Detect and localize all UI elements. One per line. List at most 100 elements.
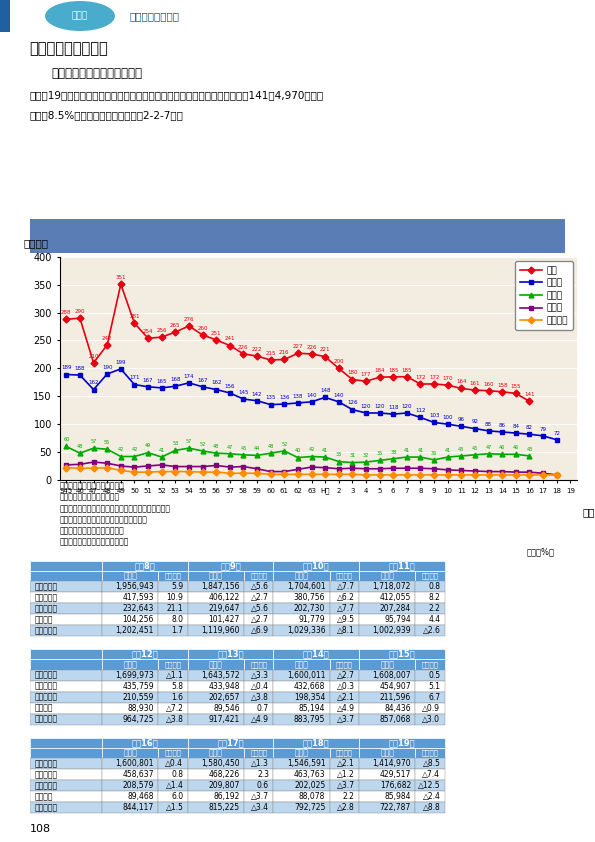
地方圏 [485,426,492,436]
全国 [117,279,124,289]
Text: 815,225: 815,225 [208,803,240,813]
Bar [158,615,188,626]
Text: 241: 241 [224,336,235,341]
全国 [403,371,411,381]
Text: 167: 167 [143,377,154,382]
Bar [244,748,274,758]
全国 [199,330,206,340]
Bar [102,561,188,571]
Text: 対前年比: 対前年比 [336,749,353,756]
Bar [415,703,445,714]
Text: △0.9: △0.9 [422,704,440,712]
名古屋圏 [512,470,519,480]
Text: 件　数: 件 数 [123,660,137,669]
Text: 95,794: 95,794 [384,616,411,624]
Text: 72: 72 [553,430,560,435]
東京圏 [376,456,383,466]
大阪圏 [403,463,411,473]
Text: 188: 188 [75,366,85,371]
東京圏 [417,452,424,462]
Text: 120: 120 [361,404,371,409]
Text: 260: 260 [198,326,208,331]
地方圏 [172,381,179,392]
大阪圏 [295,464,302,474]
名古屋圏 [308,469,315,479]
Text: △12.5: △12.5 [418,781,440,790]
東京圏 [199,446,206,456]
Bar [359,592,415,603]
Bar [359,769,415,780]
Bar [359,791,415,802]
Bar [158,769,188,780]
Text: 174: 174 [184,374,194,379]
Bar [330,758,359,769]
Bar [188,571,244,581]
Text: 東　京　圏: 東 京 圏 [35,770,58,779]
全国 [485,386,492,396]
Text: △3.3: △3.3 [251,670,269,679]
Legend: 全国, 地方圏, 東京圏, 大阪圏, 名古屋圏: 全国, 地方圏, 東京圏, 大阪圏, 名古屋圏 [515,261,572,330]
Text: 142: 142 [252,392,262,397]
Text: 1,608,007: 1,608,007 [372,670,411,679]
Text: 412,055: 412,055 [380,594,411,602]
Text: 名古屋圏: 名古屋圏 [35,792,54,801]
地方圏 [226,388,233,398]
Text: 417,593: 417,593 [123,594,154,602]
東京圏 [362,457,369,467]
Text: 89,546: 89,546 [213,704,240,712]
地方圏 [444,419,452,429]
Text: △3.7: △3.7 [337,715,355,724]
Text: 88,930: 88,930 [127,704,154,712]
Text: 468,226: 468,226 [208,770,240,779]
Text: 平成11年: 平成11年 [389,562,415,570]
全国 [212,335,220,345]
Text: 221: 221 [320,348,330,353]
東京圏 [131,451,138,461]
Text: 48: 48 [268,444,274,449]
全国 [499,386,506,397]
全国 [458,383,465,393]
Line: 全国: 全国 [64,282,532,403]
Text: 1,718,072: 1,718,072 [372,582,411,591]
Text: 52: 52 [281,442,287,447]
Text: △2.7: △2.7 [337,670,355,679]
Text: △3.7: △3.7 [251,792,269,801]
Text: △2.1: △2.1 [337,759,355,768]
Text: 5.8: 5.8 [171,682,183,690]
全国 [390,371,397,381]
大阪圏 [76,459,83,469]
Bar [244,571,274,581]
地方圏 [431,418,438,428]
Text: 198,354: 198,354 [294,693,325,701]
Text: 251: 251 [211,331,221,336]
大阪圏 [172,461,179,472]
Text: 43: 43 [458,447,465,452]
Bar [158,703,188,714]
大阪圏 [349,463,356,473]
Text: 平成12年: 平成12年 [131,650,158,658]
Text: △8.5: △8.5 [422,759,440,768]
Bar [188,561,274,571]
Text: △9.5: △9.5 [337,616,355,624]
Bar [102,571,158,581]
Text: 件　数: 件 数 [380,572,394,581]
Text: 平成10年: 平成10年 [303,562,330,570]
Text: 156: 156 [224,384,235,389]
Bar [330,780,359,791]
Bar [158,680,188,691]
地方圏 [104,369,111,379]
名古屋圏 [186,466,193,477]
Text: 大　阪　圏：大阪府、京都府、兵庫県。: 大 阪 圏：大阪府、京都府、兵庫県。 [60,515,148,524]
名古屋圏 [253,468,261,478]
地方圏 [540,431,547,441]
Bar [158,691,188,703]
名古屋圏 [444,470,452,480]
Text: △7.7: △7.7 [337,605,355,613]
Bar [244,703,274,714]
全国 [104,340,111,350]
全国 [267,355,274,365]
Bar [359,626,415,637]
Bar [274,758,330,769]
Text: 対前年比: 対前年比 [421,749,439,756]
東京圏 [253,450,261,461]
